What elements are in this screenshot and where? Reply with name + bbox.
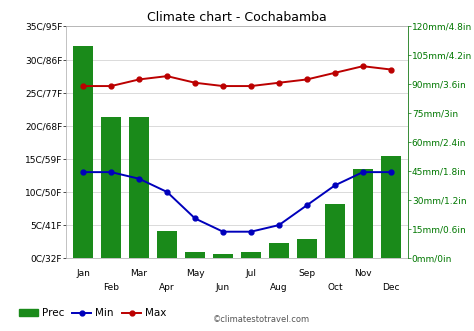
Text: Sep: Sep xyxy=(298,269,316,278)
Text: May: May xyxy=(186,269,204,278)
Title: Climate chart - Cochabamba: Climate chart - Cochabamba xyxy=(147,11,327,24)
Bar xyxy=(157,231,177,258)
Text: Jun: Jun xyxy=(216,283,230,292)
Text: Mar: Mar xyxy=(131,269,147,278)
Text: Nov: Nov xyxy=(354,269,372,278)
Bar xyxy=(381,156,401,258)
Text: Feb: Feb xyxy=(103,283,119,292)
Bar xyxy=(213,254,233,258)
Text: ©climatestotravel.com: ©climatestotravel.com xyxy=(213,315,310,324)
Bar xyxy=(129,117,149,258)
Bar xyxy=(297,239,317,258)
Bar xyxy=(101,117,121,258)
Bar xyxy=(269,243,289,258)
Text: Jul: Jul xyxy=(246,269,256,278)
Bar xyxy=(73,46,93,258)
Text: Oct: Oct xyxy=(327,283,343,292)
Bar xyxy=(241,252,261,258)
Text: Apr: Apr xyxy=(159,283,175,292)
Bar xyxy=(325,204,345,258)
Text: Dec: Dec xyxy=(382,283,400,292)
Bar xyxy=(353,169,373,258)
Text: Aug: Aug xyxy=(270,283,288,292)
Bar xyxy=(185,252,205,258)
Legend: Prec, Min, Max: Prec, Min, Max xyxy=(15,304,171,322)
Text: Jan: Jan xyxy=(76,269,90,278)
